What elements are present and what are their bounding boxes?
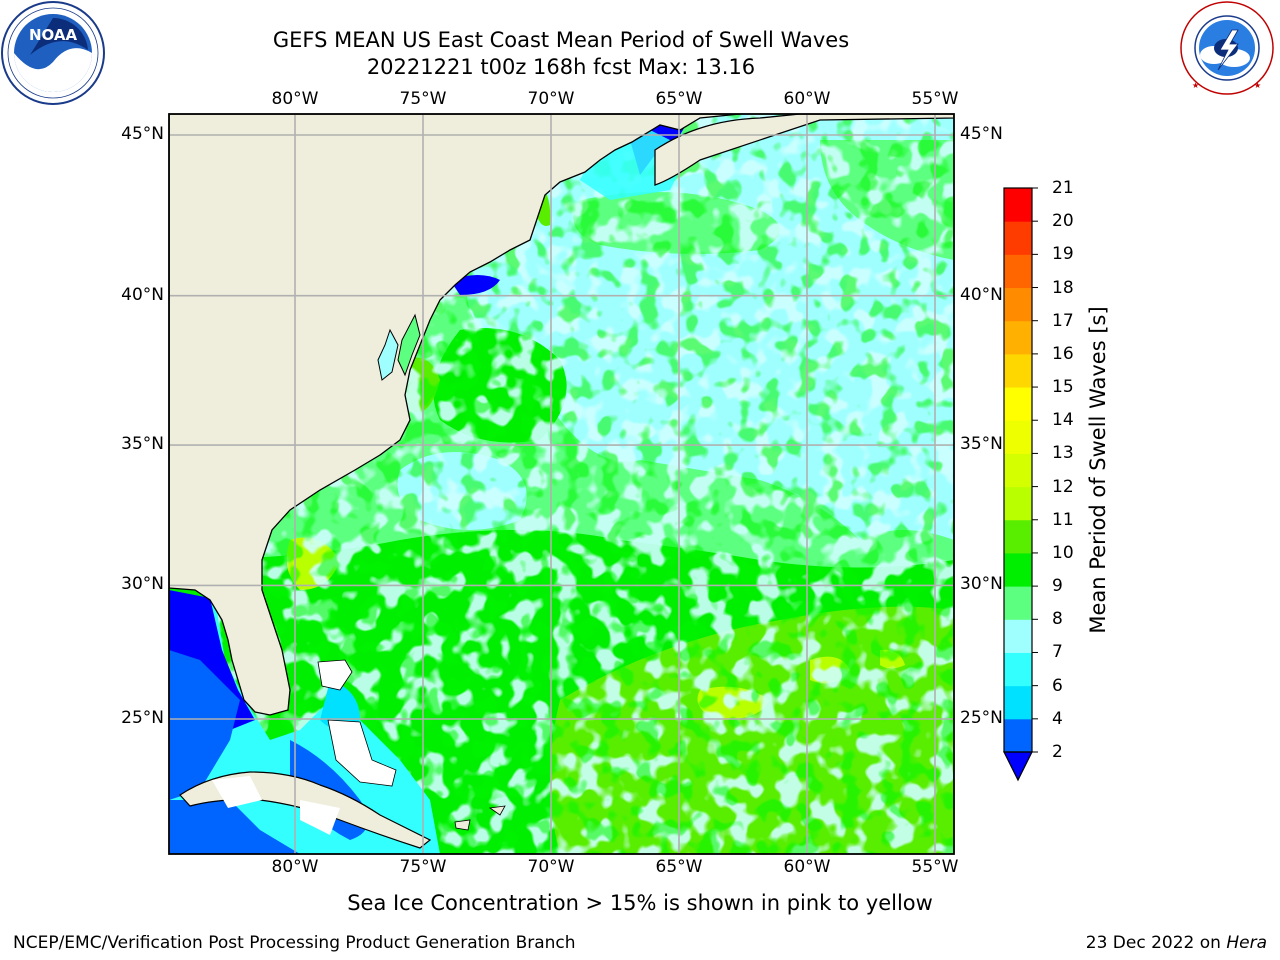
colorbar-tick-label: 17 [1052,310,1074,331]
longitude-tick-label: 75°W [399,89,447,109]
longitude-tick-label: 70°W [527,857,575,877]
latitude-tick-label: 30°N [121,574,164,595]
colorbar-tick-label: 15 [1052,377,1074,398]
latitude-tick-label: 45°N [121,124,164,144]
longitude-tick-label: 70°W [527,89,575,109]
colorbar-segment [1004,453,1032,488]
colorbar-segment [1004,420,1032,454]
colorbar-tick-label: 6 [1052,675,1063,696]
latitude-tick-label: 25°N [121,708,164,728]
us-landmass [169,114,741,716]
longitude-tick-label: 80°W [271,89,319,109]
colorbar-segment [1004,387,1032,421]
colorbar-tick-label: 8 [1052,609,1063,630]
footer-date-text: 23 Dec 2022 on [1085,933,1227,953]
colorbar-segment [1004,287,1032,322]
map-gridlines [169,114,954,854]
longitude-tick-label: 80°W [271,857,319,877]
colorbar-segment [1004,718,1032,753]
colorbar-tick-label: 21 [1052,178,1074,198]
colorbar-segment [1004,519,1032,554]
map-field [169,114,954,854]
colorbar-segment [1004,552,1032,587]
latitude-tick-label: 30°N [960,574,1003,595]
colorbar-tick-label: 2 [1052,742,1063,762]
longitude-tick-label: 65°W [655,89,703,109]
map-title: GEFS MEAN US East Coast Mean Period of S… [272,28,850,52]
noaa-logo: NOAA [1,1,105,105]
sea-ice-note-text: Sea Ice Concentration > 15% is shown in … [347,891,933,915]
map-frame [168,113,955,855]
footer-credit: NCEP/EMC/Verification Post Processing Pr… [13,933,576,953]
colorbar-segment [1004,188,1032,222]
longitude-tick-label: 55°W [911,857,959,877]
colorbar-segment [1004,320,1032,355]
colorbar-label: Mean Period of Swell Waves [s] [1086,306,1110,634]
forecast-subtitle: 20221221 t00z 168h fcst Max: 13.16 [366,55,756,79]
colorbar-segment [1004,486,1032,521]
svg-text:★: ★ [1192,81,1199,90]
colorbar-segment [1004,254,1032,289]
colorbar-frame [1003,187,1033,753]
colorbar-segment [1004,221,1032,255]
latitude-tick-label: 40°N [121,284,164,305]
nws-logo: ★ ★ [1180,1,1274,95]
colorbar-tick-label: 19 [1052,244,1074,265]
colorbar-tick-label: 16 [1052,343,1074,364]
svg-text:★: ★ [1254,81,1261,90]
colorbar-tick-label: 18 [1052,277,1074,298]
longitude-tick-label: 60°W [783,89,831,109]
sea-ice-note: Sea Ice Concentration > 15% is shown in … [0,891,1280,915]
colorbar-tick-label: 12 [1052,476,1074,497]
colorbar-tick-label: 11 [1052,509,1074,530]
colorbar-segment [1004,353,1032,388]
colorbar-tick-label: 7 [1052,642,1063,663]
colorbar-tick-label: 9 [1052,576,1063,597]
footer-host: Hera [1226,933,1267,953]
noaa-logo-text: NOAA [29,26,78,44]
colorbar-under-extension [1003,751,1033,782]
latitude-tick-label: 40°N [960,284,1003,305]
colorbar-tick-label: 13 [1052,443,1074,464]
colorbar-tick-label: 4 [1052,708,1063,729]
latitude-tick-label: 45°N [960,124,1003,144]
colorbar [1003,187,1038,782]
longitude-tick-label: 55°W [911,89,959,109]
colorbar-segment [1004,619,1032,653]
colorbar-segment [1004,586,1032,620]
colorbar-segment [1004,652,1032,687]
colorbar-tick-label: 20 [1052,211,1074,232]
longitude-tick-label: 60°W [783,857,831,877]
latitude-tick-label: 25°N [960,708,1003,728]
colorbar-tick-label: 14 [1052,410,1074,431]
latitude-tick-label: 35°N [121,434,164,455]
footer-date: 23 Dec 2022 on Hera [1086,933,1267,953]
longitude-tick-label: 75°W [399,857,447,877]
latitude-tick-label: 35°N [960,434,1003,455]
colorbar-segment [1004,685,1032,720]
colorbar-tick-label: 10 [1052,542,1074,563]
longitude-tick-label: 65°W [655,857,703,877]
